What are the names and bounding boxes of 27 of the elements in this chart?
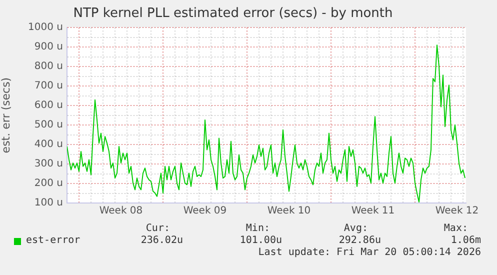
text: 236.02u — [140, 235, 183, 246]
chart-title: NTP kernel PLL estimated error (secs) - by month — [73, 6, 393, 22]
text: Avg: — [344, 223, 368, 234]
y-tick-label: 300 u — [34, 158, 63, 170]
x-tick-label: Week 12 — [435, 206, 479, 217]
text: 101.00u — [240, 235, 282, 246]
text: 1.06m — [450, 235, 481, 246]
y-tick-label: 200 u — [34, 178, 63, 190]
x-tick-label: Week 11 — [351, 206, 395, 217]
y-tick-label: 500 u — [34, 120, 63, 131]
text: Cur: — [146, 223, 170, 234]
legend-label: est-error — [26, 235, 80, 246]
text: Min: — [246, 223, 270, 234]
y-axis-title: est. err (secs) — [0, 77, 12, 154]
y-tick-label: 100 u — [34, 198, 63, 209]
y-tick-label: 600 u — [34, 100, 63, 112]
x-tick-label: Week 09 — [183, 206, 227, 217]
text: 292.86u — [338, 235, 381, 246]
y-tick-label: 400 u — [34, 139, 63, 150]
y-tick-label: 700 u — [34, 80, 63, 92]
x-tick-label: Week 10 — [267, 206, 311, 217]
text: Last update: Fri Mar 20 05:00:14 2026 — [258, 247, 481, 258]
y-tick-label: 900 u — [34, 42, 63, 53]
x-tick-label: Week 08 — [99, 206, 143, 217]
y-tick-label: 1000 u — [28, 22, 63, 34]
y-tick-label: 800 u — [34, 61, 63, 72]
text: Max: — [444, 223, 468, 234]
